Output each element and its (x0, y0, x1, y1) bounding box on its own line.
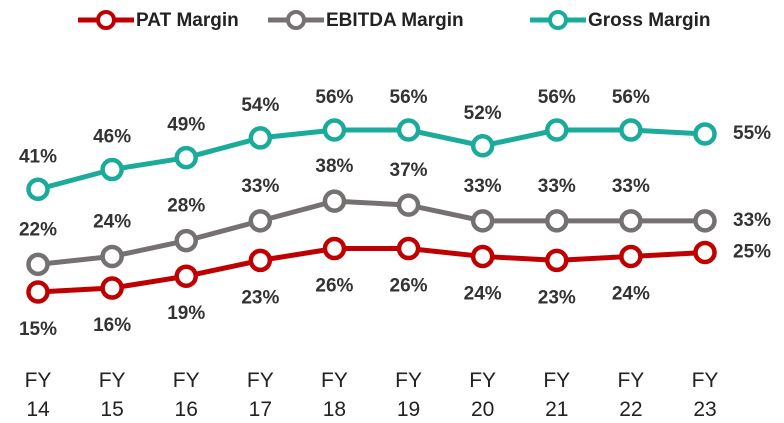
data-point (322, 236, 347, 261)
data-label: 33% (241, 176, 279, 197)
data-point (174, 264, 198, 288)
data-label: 56% (538, 87, 576, 108)
data-point (396, 193, 421, 217)
data-point (26, 177, 50, 202)
data-point (396, 118, 421, 142)
x-tick-label: FY 16 (172, 369, 200, 421)
data-label: 56% (315, 87, 353, 108)
data-label: 16% (93, 315, 131, 336)
data-label: 46% (93, 127, 131, 148)
data-point (322, 189, 347, 213)
data-label: 38% (315, 156, 353, 177)
data-label: 52% (464, 103, 502, 124)
legend-marker (548, 10, 568, 30)
data-label: 33% (733, 210, 771, 231)
data-point (396, 236, 421, 261)
data-label: 24% (464, 283, 502, 304)
data-point (248, 126, 273, 150)
legend-marker (96, 10, 116, 30)
data-label: 55% (733, 123, 771, 144)
data-point (100, 244, 124, 269)
data-point (100, 276, 124, 300)
data-point (248, 248, 273, 273)
data-label: 41% (19, 146, 57, 167)
data-label: 23% (241, 287, 279, 308)
data-label: 19% (167, 303, 205, 324)
data-point (619, 244, 643, 269)
x-tick-label: FY 19 (395, 369, 422, 421)
series-line (37, 246, 706, 295)
data-point (619, 118, 643, 142)
data-label: 22% (19, 219, 57, 240)
data-label: 49% (167, 115, 205, 136)
data-point (322, 118, 347, 142)
legend-marker (286, 10, 306, 30)
data-label: 33% (538, 176, 576, 197)
data-point (545, 248, 569, 273)
data-label: 23% (538, 287, 576, 308)
data-point (693, 209, 717, 233)
data-label: 26% (315, 276, 353, 297)
legend-label: Gross Margin (588, 10, 710, 31)
x-tick-label: FY 22 (617, 369, 645, 421)
data-point (174, 145, 198, 170)
x-tick-label: FY 20 (469, 369, 497, 421)
data-point (174, 228, 198, 253)
data-label: 15% (19, 319, 57, 340)
legend-label: EBITDA Margin (326, 10, 464, 31)
data-point (248, 209, 273, 233)
data-label: 33% (464, 176, 502, 197)
data-label: 54% (241, 95, 279, 116)
data-point (545, 209, 569, 233)
data-point (693, 240, 717, 265)
data-point (545, 118, 569, 142)
data-label: 24% (93, 211, 131, 232)
legend-label: PAT Margin (136, 10, 239, 31)
x-tick-label: FY 23 (691, 369, 719, 421)
x-tick-label: FY 14 (24, 369, 52, 421)
data-point (693, 122, 717, 146)
x-tick-label: FY 15 (98, 369, 126, 421)
data-label: 56% (390, 87, 428, 108)
data-label: 26% (390, 276, 428, 297)
data-point (619, 209, 643, 233)
data-point (26, 280, 50, 304)
series-line (37, 127, 706, 192)
data-point (470, 134, 495, 158)
data-label: 25% (733, 242, 771, 263)
data-label: 33% (612, 176, 650, 197)
series-line (37, 198, 705, 267)
data-label: 56% (612, 87, 650, 108)
data-point (470, 244, 495, 269)
x-tick-label: FY 17 (246, 369, 274, 421)
data-point (100, 157, 124, 182)
data-label: 28% (167, 196, 205, 217)
x-tick-label: FY 21 (543, 369, 571, 421)
data-label: 24% (612, 283, 650, 304)
data-point (26, 252, 50, 277)
x-tick-label: FY 18 (321, 369, 348, 421)
data-label: 37% (390, 160, 428, 181)
data-point (470, 209, 495, 233)
